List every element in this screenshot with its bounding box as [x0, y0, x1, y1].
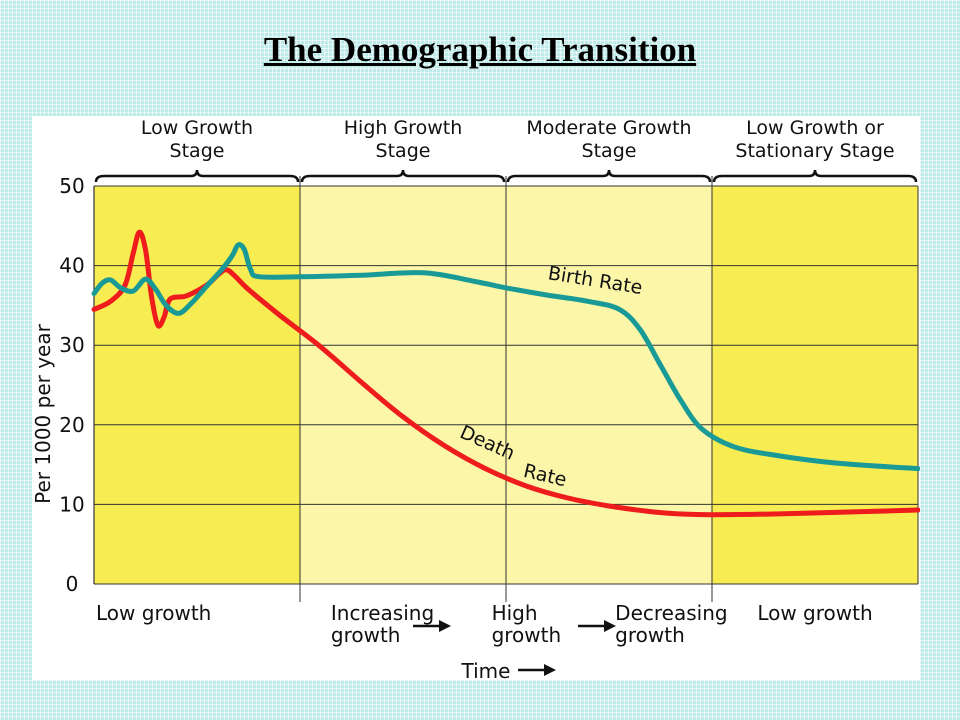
growth-labels: Low growth IncreasinggrowthHighgrowthDecr…	[96, 601, 873, 647]
transition-arrows	[413, 620, 616, 632]
birth-rate-line	[91, 242, 921, 472]
stage-label-4-line-1: Low Growth or	[746, 117, 884, 139]
slide-title: The Demographic Transition	[263, 30, 697, 69]
growth-label-2-line-2: growth	[331, 623, 401, 647]
stage-label-2-line-1: High Growth	[344, 117, 462, 139]
stage-label-1-line-1: Low Growth	[141, 117, 253, 139]
stage-bracket-1	[94, 169, 300, 183]
stage-bracket-4	[712, 169, 918, 183]
growth-label-5-line-1: Low growth	[757, 601, 872, 625]
x-axis-label: Time	[461, 659, 511, 680]
growth-label-2-line-1: Increasing	[331, 601, 434, 625]
y-tick-20: 20	[59, 413, 84, 437]
high-growth-arrow-icon	[578, 620, 616, 632]
y-tick-30: 30	[59, 333, 84, 357]
stage-band-3	[506, 186, 712, 584]
increasing-growth-arrow-icon	[413, 620, 451, 632]
y-tick-labels: 0 10 20 30 40 50	[59, 174, 84, 596]
x-axis-arrow-icon	[518, 664, 556, 676]
growth-label-1-line-1: Low growth	[96, 601, 211, 625]
stage-label-1-line-2: Stage	[170, 140, 225, 162]
stage-label-3-line-1: Moderate Growth	[526, 117, 691, 139]
growth-label-4-line-2: growth	[615, 623, 685, 647]
y-tick-50: 50	[59, 174, 84, 198]
stage-bands	[94, 186, 918, 584]
stage-label-2-line-2: Stage	[376, 140, 431, 162]
death-rate-line	[91, 229, 921, 518]
x-axis-arrow-shape	[518, 664, 556, 676]
high-growth-arrow-icon-head	[604, 620, 616, 632]
stage-band-1	[94, 186, 300, 584]
stage-band-4	[712, 186, 918, 584]
growth-label-4-line-1: Decreasing	[615, 601, 727, 625]
growth-label-3-line-2: growth	[492, 623, 562, 647]
growth-label-3-line-1: High	[492, 601, 538, 625]
y-tick-10: 10	[59, 492, 84, 516]
stage-bracket-3	[506, 169, 712, 183]
x-axis-arrow-shape-head	[544, 664, 556, 676]
increasing-growth-arrow-icon-head	[439, 620, 451, 632]
stage-band-2	[300, 186, 506, 584]
stage-bracket-2	[300, 169, 506, 183]
y-axis-label: Per 1000 per year	[32, 323, 55, 503]
chart-figure: Low Growth Stage High Growth Stage Moderate …	[31, 116, 921, 684]
grid-lines	[93, 176, 919, 602]
stage-label-3-line-2: Stage	[582, 140, 637, 162]
series-lines	[91, 229, 921, 518]
stage-label-4-line-2: Stationary Stage	[735, 140, 894, 162]
y-tick-0: 0	[66, 572, 79, 596]
stage-brackets	[94, 169, 918, 183]
y-tick-40: 40	[59, 254, 84, 278]
